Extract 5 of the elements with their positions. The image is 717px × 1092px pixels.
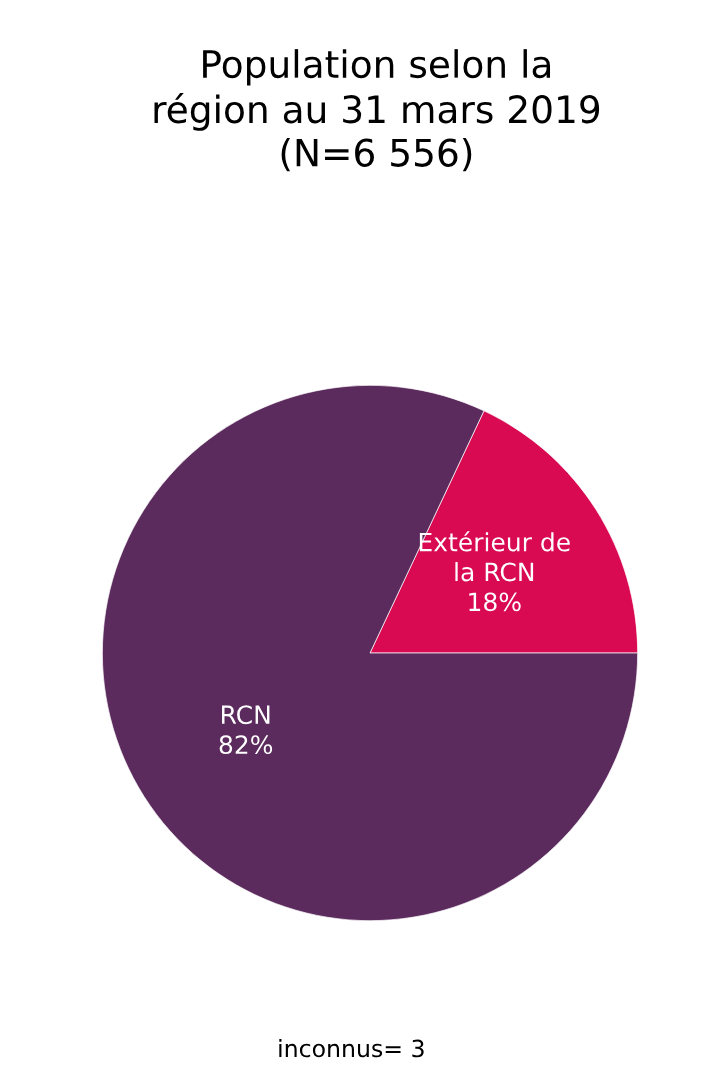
data-label: 82%	[219, 735, 273, 755]
data-label: 18%	[469, 592, 521, 612]
text: inconnus= 3	[279, 1039, 424, 1058]
slice-label: RCN	[222, 705, 270, 725]
chart-title: Population selon la région au 31 mars 2019 (N=6 556)	[154, 49, 600, 172]
